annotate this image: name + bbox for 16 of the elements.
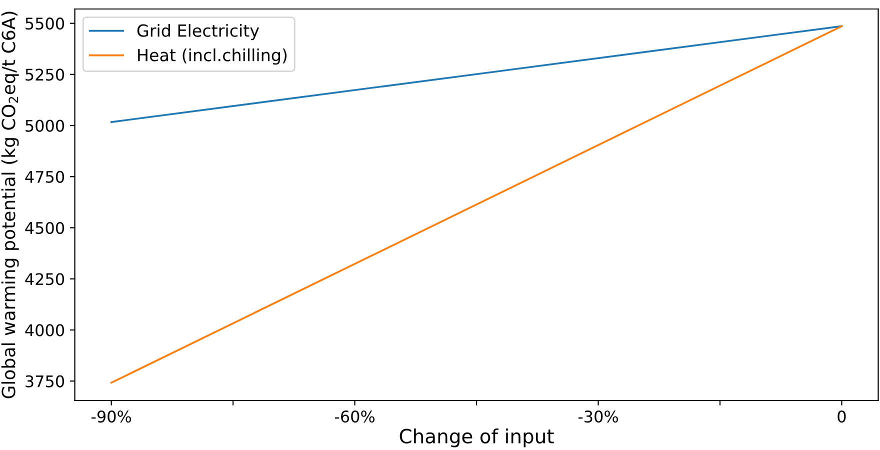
x-tick-label: -90% [91, 410, 132, 423]
x-tick-label: 0 [838, 410, 846, 423]
y-tick-label: 5250 [26, 68, 64, 81]
legend-label: Heat (incl.chilling) [138, 48, 287, 65]
y-tick-label: 5000 [26, 120, 64, 132]
legend-label: Grid Electricity [137, 24, 260, 40]
x-axis-title: Change of input [400, 428, 554, 448]
y-tick-label: 3750 [26, 375, 64, 388]
y-tick-label: 4750 [25, 170, 64, 183]
y-tick-label: 5500 [26, 18, 64, 30]
x-tick-label: -60% [334, 410, 375, 423]
y-axis-title: Global warming potential (kg CO$_{2}$eq/t C6A) [1, 12, 19, 398]
x-tick-label: -30% [578, 410, 618, 423]
y-tick-label: 4000 [25, 324, 64, 336]
y-tick-label: 4250 [25, 273, 64, 286]
y-tick-label: 4500 [25, 222, 64, 234]
